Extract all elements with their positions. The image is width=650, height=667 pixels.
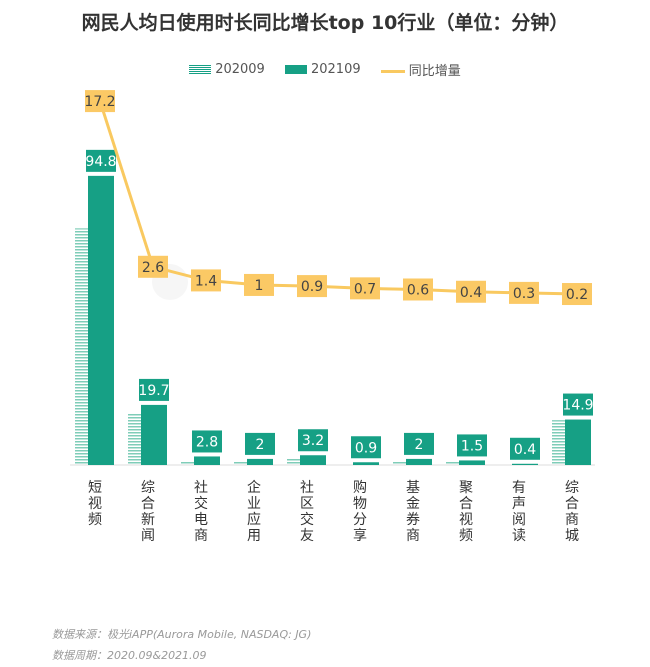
legend-item-202009[interactable]: 202009 bbox=[189, 62, 265, 77]
legend: 202009 202109 同比增量 bbox=[0, 60, 650, 79]
bar-label: 14.9 bbox=[562, 398, 593, 414]
bar-label-bg bbox=[139, 378, 169, 401]
bar-label: 94.8 bbox=[85, 154, 116, 170]
growth-label: 1 bbox=[255, 278, 264, 294]
footer-source: 数据来源：极光iAPP(Aurora Mobile, NASDAQ: JG) bbox=[52, 628, 312, 641]
bar-202109 bbox=[194, 456, 220, 465]
bar-label-bg bbox=[245, 432, 275, 455]
growth-line bbox=[98, 100, 578, 296]
bar-202109 bbox=[406, 458, 432, 465]
bar-label-bg bbox=[192, 430, 222, 453]
chart-title: 网民人均日使用时长同比增长top 10行业（单位：分钟） bbox=[81, 12, 569, 34]
bar-label: 2.8 bbox=[196, 434, 218, 450]
footer-period: 数据周期：2020.09&2021.09 bbox=[52, 649, 207, 662]
category-label: 综合新闻 bbox=[141, 480, 155, 544]
bar-label: 2 bbox=[256, 437, 265, 453]
growth-label: 0.7 bbox=[354, 281, 376, 297]
bar-label: 0.9 bbox=[355, 440, 377, 456]
legend-swatch bbox=[284, 65, 307, 74]
category-label: 社区交友 bbox=[300, 480, 314, 544]
growth-label-bg bbox=[85, 90, 115, 113]
bar-label-bg bbox=[563, 393, 593, 416]
category-label: 购物分享 bbox=[353, 480, 367, 544]
bar-label-bg bbox=[351, 436, 381, 459]
bar-202009 bbox=[287, 457, 300, 465]
bar-label-bg bbox=[298, 429, 328, 452]
growth-label-bg bbox=[191, 269, 221, 292]
growth-label: 1.4 bbox=[195, 273, 217, 289]
bar-202009 bbox=[446, 461, 459, 465]
growth-label-bg bbox=[297, 275, 327, 298]
growth-label-bg bbox=[456, 280, 486, 303]
bar-label: 0.4 bbox=[514, 442, 536, 458]
legend-swatch bbox=[189, 65, 212, 74]
bar-202109 bbox=[512, 463, 538, 465]
growth-label: 17.2 bbox=[84, 94, 115, 110]
bar-label-bg bbox=[457, 434, 487, 457]
growth-label-bg bbox=[562, 283, 592, 306]
legend-label: 202009 bbox=[215, 62, 265, 77]
bar-label-bg bbox=[510, 437, 540, 460]
category-label: 社交电商 bbox=[194, 480, 208, 544]
legend-item-growth[interactable]: 同比增量 bbox=[380, 60, 461, 79]
legend-swatch bbox=[380, 70, 405, 73]
bar-202009 bbox=[340, 464, 353, 465]
category-label: 聚合视频 bbox=[459, 480, 473, 544]
bar-label: 3.2 bbox=[302, 433, 324, 449]
category-label: 综合商城 bbox=[565, 480, 579, 544]
bar-202109 bbox=[141, 404, 167, 465]
bar-202109 bbox=[459, 460, 485, 465]
bar-label-bg bbox=[404, 432, 434, 455]
bar-202009 bbox=[234, 461, 247, 465]
bar-202009 bbox=[393, 460, 406, 465]
growth-label: 0.4 bbox=[460, 285, 482, 301]
growth-label: 0.3 bbox=[513, 286, 535, 302]
bar-label: 1.5 bbox=[461, 438, 483, 454]
legend-label: 202109 bbox=[310, 62, 361, 77]
legend-item-202109[interactable]: 202109 bbox=[284, 62, 361, 77]
bar-202109 bbox=[300, 455, 326, 465]
bar-202109 bbox=[247, 458, 273, 465]
growth-label: 0.9 bbox=[301, 279, 323, 295]
growth-label-bg bbox=[138, 255, 168, 278]
bar-label: 19.7 bbox=[138, 383, 169, 399]
growth-label-bg bbox=[244, 273, 274, 296]
growth-label: 2.6 bbox=[142, 260, 164, 276]
growth-label-bg bbox=[509, 281, 539, 304]
bar-202109 bbox=[353, 462, 379, 465]
category-label: 有声阅读 bbox=[512, 480, 526, 544]
bar-label: 2 bbox=[415, 437, 424, 453]
category-label: 企业应用 bbox=[247, 479, 261, 544]
growth-label: 0.2 bbox=[566, 287, 588, 303]
bar-202009 bbox=[75, 228, 88, 465]
bar-label-bg bbox=[86, 149, 116, 172]
category-label: 基金券商 bbox=[406, 479, 420, 544]
growth-label-bg bbox=[350, 277, 380, 300]
bar-202009 bbox=[181, 460, 194, 465]
bar-202009 bbox=[128, 412, 141, 465]
growth-label-bg bbox=[403, 278, 433, 301]
bar-202109 bbox=[565, 419, 591, 465]
bar-202009 bbox=[552, 420, 565, 465]
category-label: 短视频 bbox=[88, 480, 102, 528]
legend-label: 同比增量 bbox=[408, 64, 461, 79]
growth-label: 0.6 bbox=[407, 282, 429, 298]
bar-202109 bbox=[88, 175, 114, 466]
